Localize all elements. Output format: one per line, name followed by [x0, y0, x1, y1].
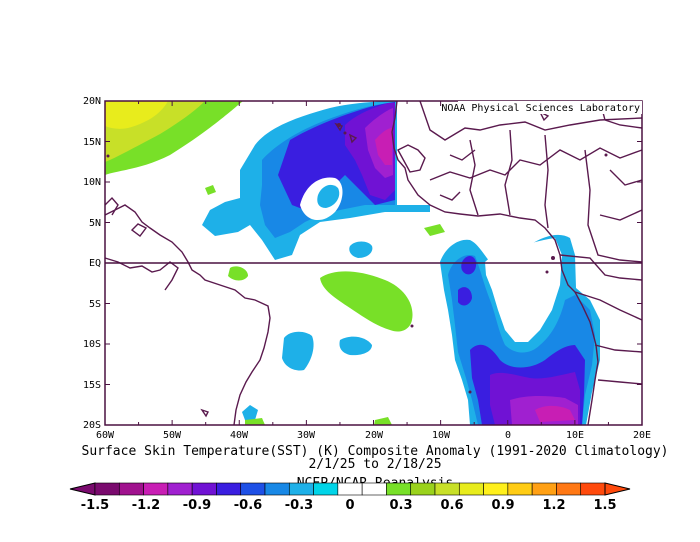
lon-label: 50W	[163, 430, 182, 441]
colorbar-swatch	[313, 482, 339, 496]
lat-label: 10N	[83, 177, 101, 188]
colorbar-labels: -1.5 -1.2 -0.9 -0.6 -0.3 0 0.3 0.6 0.9 1.2 1.5	[81, 498, 617, 513]
lat-label: 5S	[89, 299, 101, 310]
colorbar-swatch	[507, 482, 533, 496]
anomaly-shading	[105, 101, 600, 425]
colorbar-swatch	[167, 482, 193, 496]
lon-label: 0	[505, 430, 511, 441]
colorbar-swatch	[94, 482, 120, 496]
credit-text: NOAA Physical Sciences Laboratory	[441, 103, 640, 114]
axis-ticks	[104, 100, 643, 426]
latitude-labels: 20N 15N 10N 5N EQ 5S 10S 15S 20S	[83, 96, 101, 431]
colorbar-arrow-left	[69, 482, 96, 496]
lat-label: 15N	[83, 137, 101, 148]
colorbar-swatch	[288, 482, 314, 496]
colorbar-swatch	[434, 482, 460, 496]
colorbar-label: -1.5	[81, 498, 109, 513]
lat-label: 15S	[83, 380, 101, 391]
colorbar-swatch	[556, 482, 582, 496]
lon-label: 30W	[297, 430, 316, 441]
colorbar-label: -0.3	[285, 498, 313, 513]
colorbar-label: 1.5	[593, 498, 616, 513]
colorbar-swatch	[483, 482, 509, 496]
lat-label: 20S	[83, 420, 101, 431]
colorbar-label: -1.2	[132, 498, 160, 513]
colorbar	[69, 482, 631, 496]
colorbar-label: 0	[345, 498, 354, 513]
colorbar-swatch	[458, 482, 484, 496]
colorbar-swatch	[410, 482, 436, 496]
colorbar-swatch	[118, 482, 144, 496]
colorbar-label: -0.6	[234, 498, 262, 513]
colorbar-swatch	[216, 482, 242, 496]
lat-label: 5N	[89, 218, 101, 229]
colorbar-swatch	[240, 482, 266, 496]
colorbar-swatch	[386, 482, 412, 496]
colorbar-swatch	[361, 482, 387, 496]
lat-label: 20N	[83, 96, 101, 107]
credit-background	[458, 101, 642, 114]
coastlines	[104, 100, 643, 426]
colorbar-swatch	[264, 482, 290, 496]
lon-label: 40W	[230, 430, 249, 441]
colorbar-label: 0.3	[389, 498, 412, 513]
colorbar-swatch	[337, 482, 363, 496]
colorbar-swatch	[580, 482, 606, 496]
lon-label: 60W	[96, 430, 115, 441]
colorbar-label: 0.6	[440, 498, 463, 513]
lat-label: EQ	[89, 258, 101, 269]
lon-label: 20E	[633, 430, 651, 441]
island-dots	[106, 123, 608, 394]
caption-dates: 2/1/25 to 2/18/25	[308, 457, 441, 472]
colorbar-label: -0.9	[183, 498, 211, 513]
longitude-labels: 60W 50W 40W 30W 20W 10W 0 10E 20E	[96, 430, 651, 441]
colorbar-swatch	[143, 482, 169, 496]
colorbar-swatch	[191, 482, 217, 496]
lon-label: 10W	[432, 430, 451, 441]
colorbar-swatch	[531, 482, 557, 496]
colorbar-arrow-right	[604, 482, 631, 496]
lat-label: 10S	[83, 339, 101, 350]
lon-label: 10E	[566, 430, 584, 441]
lon-label: 20W	[365, 430, 384, 441]
caption-title: Surface Skin Temperature(SST) (K) Compos…	[82, 444, 669, 459]
colorbar-label: 1.2	[542, 498, 565, 513]
colorbar-label: 0.9	[491, 498, 514, 513]
